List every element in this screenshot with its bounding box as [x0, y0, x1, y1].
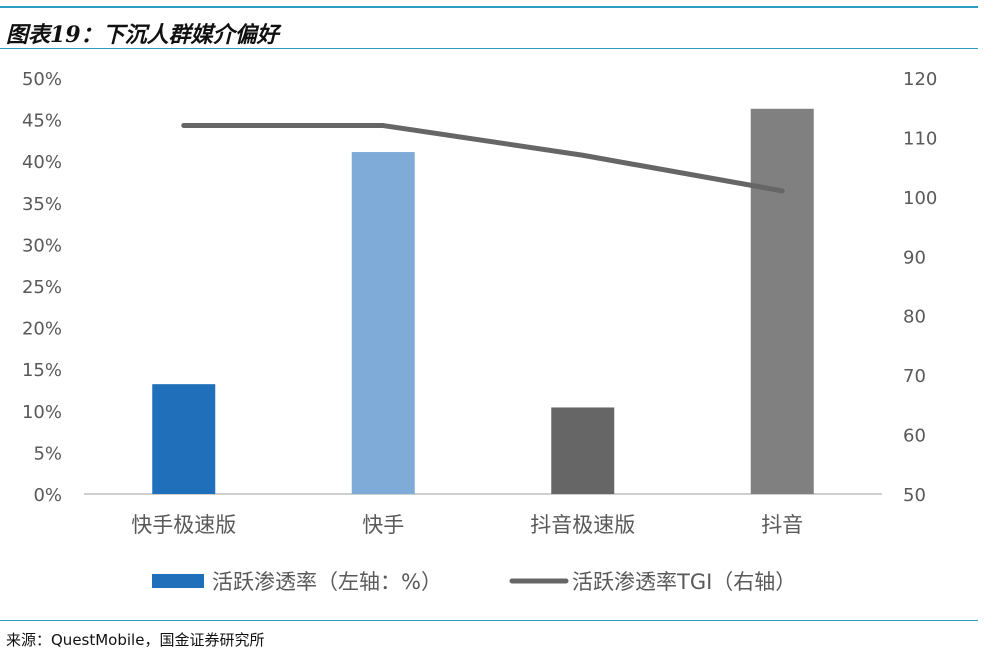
- right-tick-label: 60: [903, 426, 926, 447]
- right-tick-label: 90: [903, 247, 926, 268]
- left-tick-label: 10%: [22, 402, 62, 423]
- legend-swatch-bar: [152, 574, 204, 588]
- category-label: 快手: [362, 513, 404, 537]
- footer: 来源：QuestMobile，国金证券研究所: [0, 620, 978, 657]
- bar: [152, 384, 216, 494]
- right-tick-label: 50: [903, 485, 926, 506]
- left-tick-label: 5%: [33, 443, 62, 464]
- left-tick-label: 0%: [33, 485, 62, 506]
- bar: [551, 407, 615, 494]
- category-label: 快手极速版: [131, 513, 236, 537]
- right-tick-label: 70: [903, 366, 926, 387]
- right-tick-label: 110: [903, 128, 937, 149]
- left-tick-label: 30%: [22, 235, 62, 256]
- left-tick-label: 20%: [22, 319, 62, 340]
- left-tick-label: 25%: [22, 277, 62, 298]
- title-bar: 图表19：下沉人群媒介偏好: [0, 6, 978, 49]
- right-tick-label: 100: [903, 188, 937, 209]
- left-axis: 0% 5% 10% 15% 20% 25% 30% 35% 40% 45% 50%: [22, 69, 62, 506]
- source-note: 来源：QuestMobile，国金证券研究所: [6, 631, 265, 649]
- category-labels: 快手极速版 快手 抖音极速版 抖音: [131, 513, 803, 537]
- legend-label-bar: 活跃渗透率（左轴：%）: [212, 570, 442, 594]
- tgi-line: [181, 123, 785, 194]
- left-tick-label: 15%: [22, 360, 62, 381]
- left-tick-label: 50%: [22, 69, 62, 90]
- bar: [750, 108, 814, 494]
- chart: 0% 5% 10% 15% 20% 25% 30% 35% 40% 45% 50% 50 60 70 80…: [22, 69, 937, 594]
- legend-label-line: 活跃渗透率TGI（右轴）: [572, 570, 796, 594]
- right-tick-label: 80: [903, 307, 926, 328]
- category-label: 抖音极速版: [530, 513, 635, 537]
- chart-title: 图表19：下沉人群媒介偏好: [6, 22, 279, 48]
- right-axis: 50 60 70 80 90 100 110 120: [903, 69, 937, 506]
- left-tick-label: 40%: [22, 152, 62, 173]
- right-tick-label: 120: [903, 69, 937, 90]
- left-tick-label: 45%: [22, 111, 62, 132]
- legend: 活跃渗透率（左轴：%） 活跃渗透率TGI（右轴）: [152, 570, 796, 594]
- bar: [351, 152, 415, 494]
- bar-series: [152, 108, 814, 494]
- left-tick-label: 35%: [22, 194, 62, 215]
- category-label: 抖音: [761, 513, 803, 537]
- line-series: [181, 123, 785, 194]
